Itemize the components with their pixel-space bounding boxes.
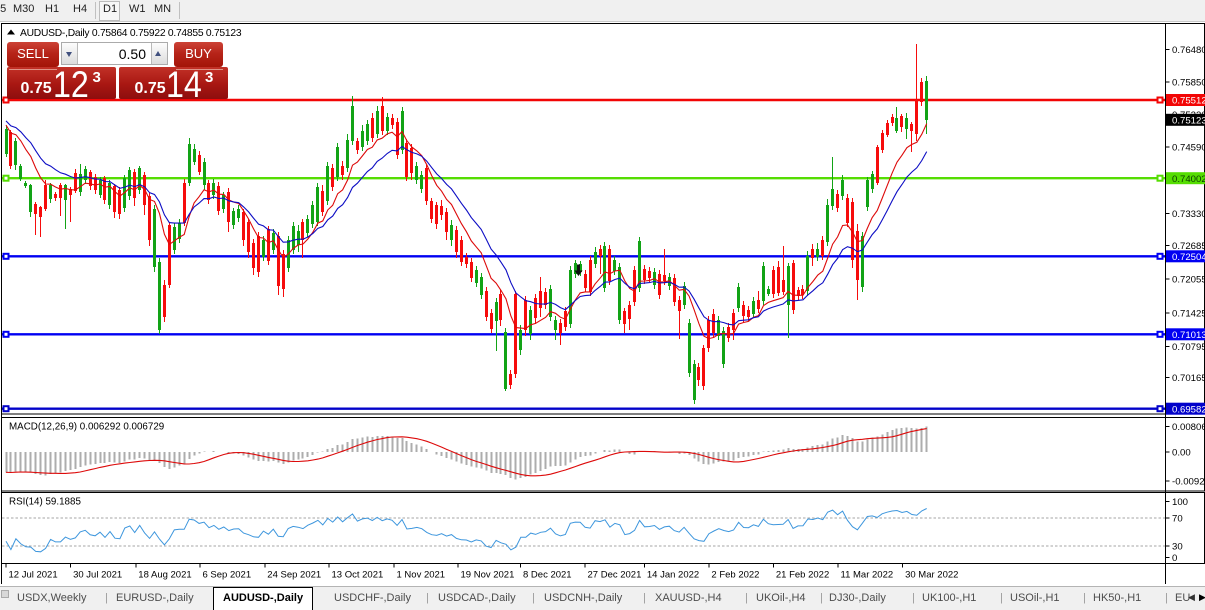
svg-text:0.00806: 0.00806: [1172, 422, 1205, 433]
svg-text:24 Sep 2021: 24 Sep 2021: [267, 570, 321, 581]
svg-text:30 Jul 2021: 30 Jul 2021: [73, 570, 122, 581]
svg-text:27 Dec 2021: 27 Dec 2021: [588, 570, 642, 581]
svg-text:19 Nov 2021: 19 Nov 2021: [461, 570, 515, 581]
svg-text:0.70165: 0.70165: [1172, 373, 1205, 384]
svg-text:0.72685: 0.72685: [1172, 241, 1205, 252]
svg-text:0.74002: 0.74002: [1172, 174, 1205, 185]
svg-text:AUDUSD-,Daily 0.75864 0.75922: AUDUSD-,Daily 0.75864 0.75922 0.74855 0.…: [20, 28, 242, 39]
svg-text:0.69582: 0.69582: [1172, 404, 1205, 415]
svg-text:0.71013: 0.71013: [1172, 330, 1205, 341]
svg-text:14 Jan 2022: 14 Jan 2022: [647, 570, 699, 581]
svg-text:0.75512: 0.75512: [1172, 96, 1205, 107]
svg-text:0.72055: 0.72055: [1172, 274, 1205, 285]
svg-text:12 Jul 2021: 12 Jul 2021: [9, 570, 58, 581]
svg-text:0.72504: 0.72504: [1172, 252, 1205, 263]
svg-text:6 Sep 2021: 6 Sep 2021: [203, 570, 252, 581]
svg-text:RSI(14) 59.1885: RSI(14) 59.1885: [9, 497, 81, 508]
svg-text:70: 70: [1172, 513, 1183, 524]
svg-text:8 Dec 2021: 8 Dec 2021: [523, 570, 572, 581]
svg-text:30 Mar 2022: 30 Mar 2022: [905, 570, 958, 581]
svg-text:0.71425: 0.71425: [1172, 308, 1205, 319]
svg-text:11 Mar 2022: 11 Mar 2022: [841, 570, 894, 581]
svg-text:21 Feb 2022: 21 Feb 2022: [776, 570, 829, 581]
svg-text:0.70795: 0.70795: [1172, 342, 1205, 353]
svg-text:0.73330: 0.73330: [1172, 209, 1205, 220]
svg-text:2 Feb 2022: 2 Feb 2022: [711, 570, 759, 581]
svg-text:100: 100: [1172, 497, 1188, 508]
svg-text:0.00: 0.00: [1172, 447, 1191, 458]
svg-text:0.75123: 0.75123: [1172, 115, 1205, 126]
svg-text:-0.00928: -0.00928: [1172, 477, 1205, 488]
svg-text:0: 0: [1172, 553, 1177, 564]
svg-text:1 Nov 2021: 1 Nov 2021: [397, 570, 446, 581]
svg-text:13 Oct 2021: 13 Oct 2021: [332, 570, 384, 581]
svg-text:0.76480: 0.76480: [1172, 45, 1205, 56]
svg-text:MACD(12,26,9) 0.006292 0.00672: MACD(12,26,9) 0.006292 0.006729: [9, 422, 164, 433]
svg-text:30: 30: [1172, 541, 1183, 552]
svg-text:0.75850: 0.75850: [1172, 77, 1205, 88]
svg-text:0.74590: 0.74590: [1172, 142, 1205, 153]
svg-text:18 Aug 2021: 18 Aug 2021: [138, 570, 191, 581]
